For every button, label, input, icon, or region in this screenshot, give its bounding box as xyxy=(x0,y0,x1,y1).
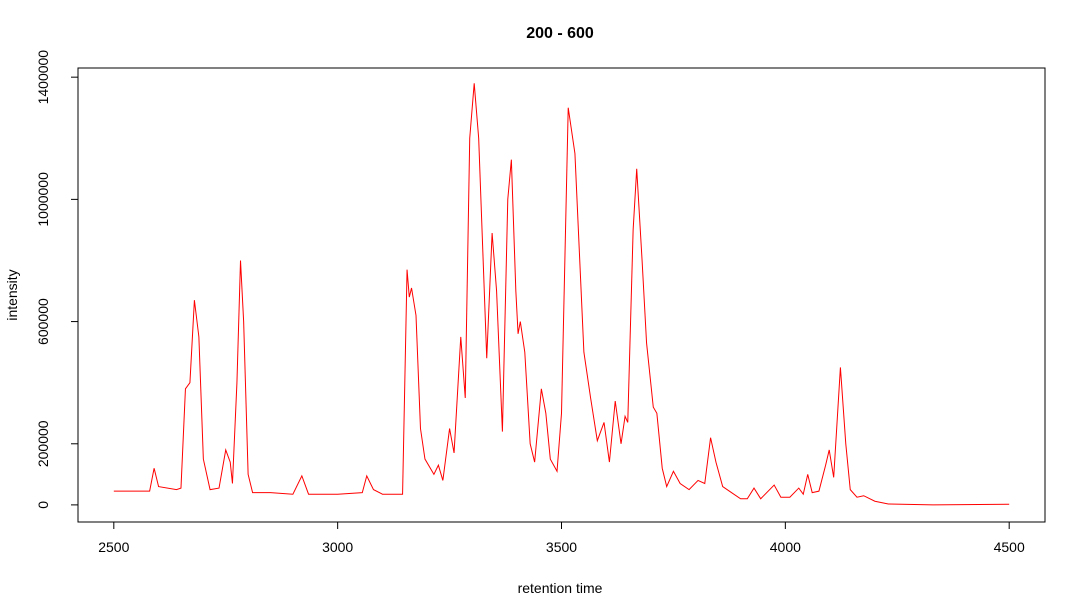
y-tick-label: 1400000 xyxy=(35,50,51,105)
series-line xyxy=(113,83,1010,506)
plot-frame xyxy=(77,67,1046,523)
x-tick-label: 2500 xyxy=(98,539,129,555)
x-tick-label: 3500 xyxy=(546,539,577,555)
x-axis-label: retention time xyxy=(518,580,603,596)
chart-title: 200 - 600 xyxy=(526,25,594,42)
y-axis-label: intensity xyxy=(4,269,20,320)
y-tick-label: 0 xyxy=(35,501,51,509)
y-tick-label: 1000000 xyxy=(35,172,51,227)
x-tick-label: 3000 xyxy=(322,539,353,555)
x-tick-label: 4000 xyxy=(770,539,801,555)
y-tick-label: 200000 xyxy=(35,420,51,467)
x-tick-label: 4500 xyxy=(994,539,1025,555)
y-tick-label: 600000 xyxy=(35,298,51,345)
